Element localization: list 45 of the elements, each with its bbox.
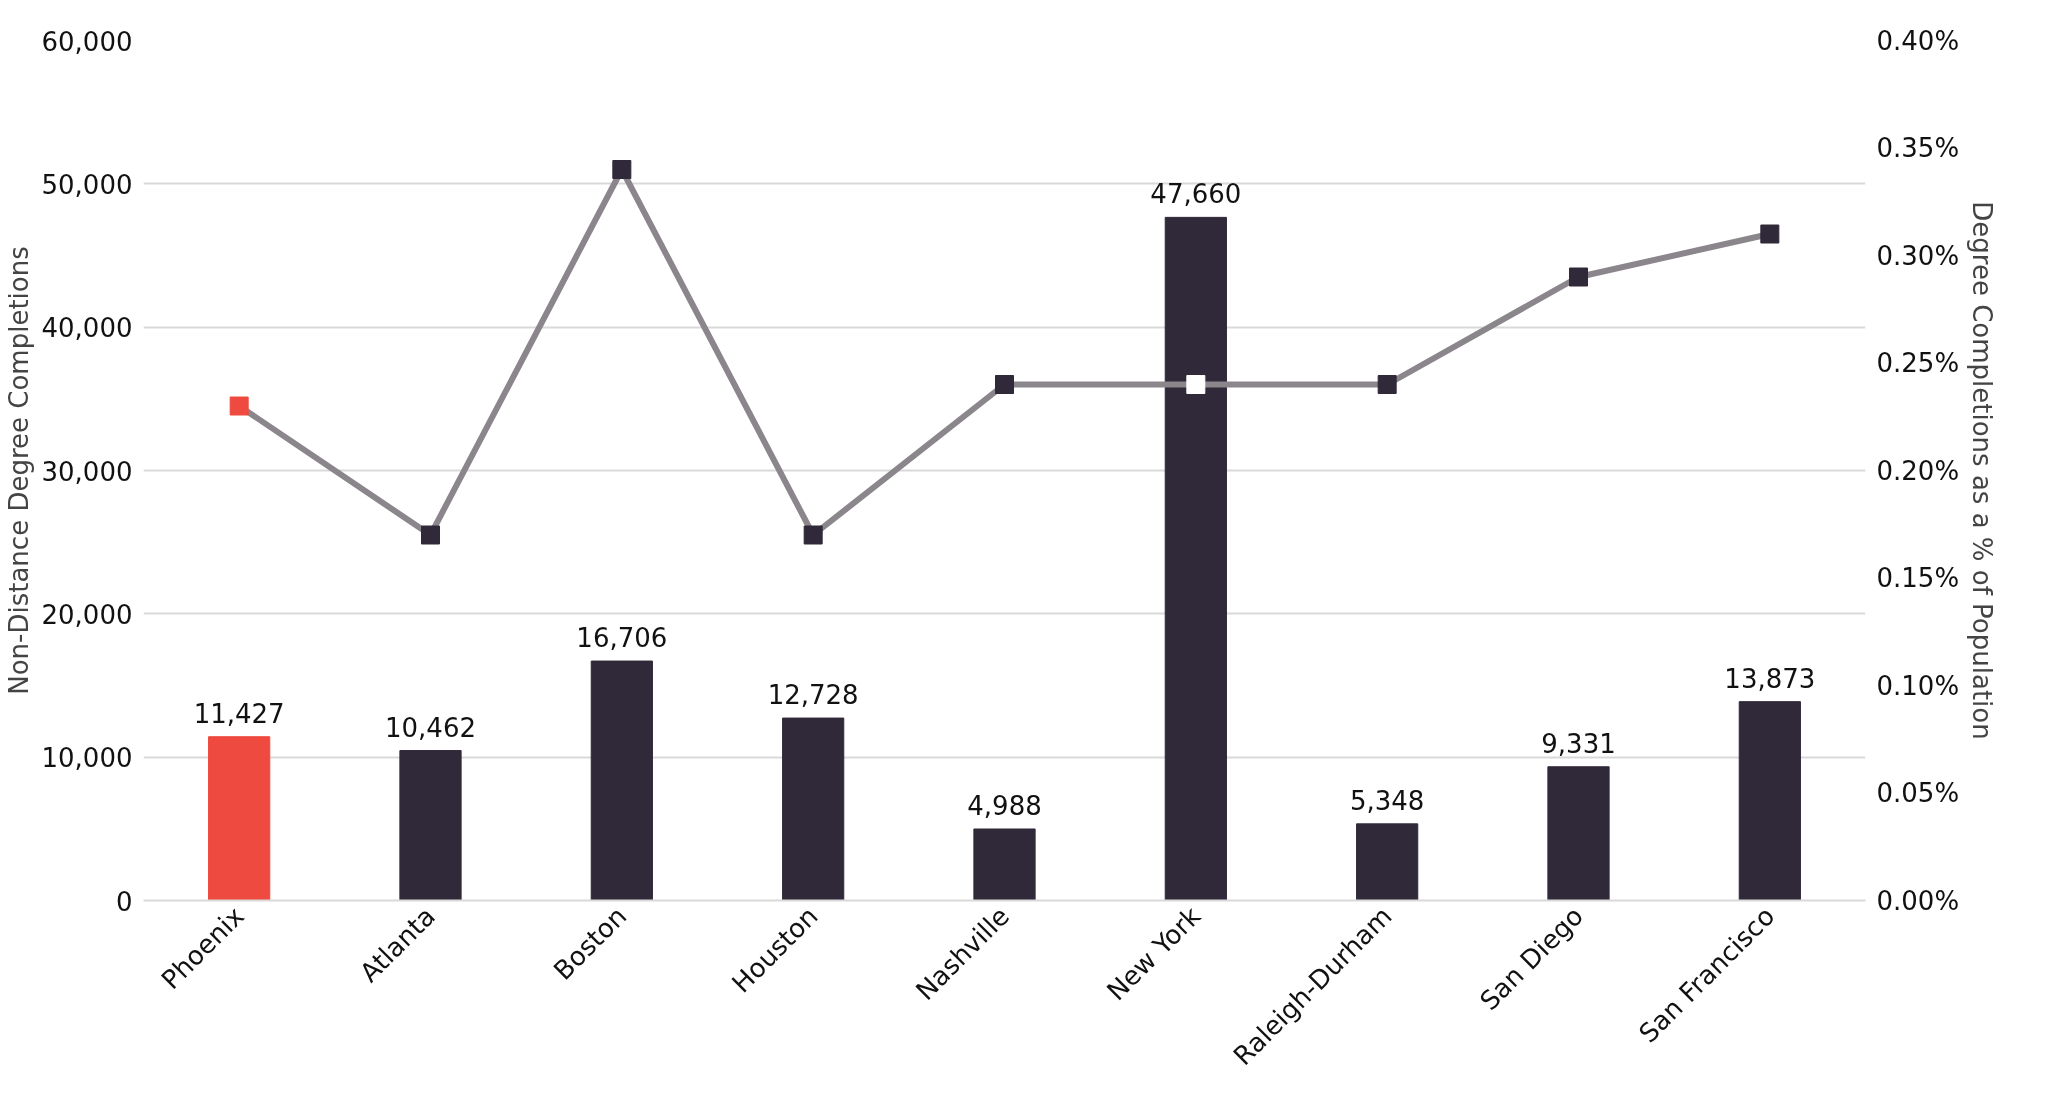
point [612, 160, 632, 179]
y2-tick-label: 0.35% [1876, 133, 1960, 163]
y2-tick-label: 0.05% [1876, 778, 1960, 808]
bar [208, 736, 271, 901]
y2-tick-label: 0.30% [1876, 240, 1960, 271]
y-tick-label: 0 [115, 886, 133, 917]
bar [1356, 823, 1419, 901]
point [995, 375, 1014, 394]
bar [973, 828, 1036, 901]
y2-tick-label: 0.15% [1876, 563, 1960, 593]
data-label: 11,427 [193, 698, 285, 729]
y-tick-label: 60,000 [41, 26, 133, 57]
point [421, 525, 440, 545]
data-label: 4,988 [967, 791, 1042, 822]
bar [1547, 766, 1610, 901]
y-tick-label: 30,000 [41, 456, 133, 487]
bar [1164, 216, 1227, 901]
y2-tick-label: 0.20% [1876, 455, 1960, 486]
bar [782, 717, 845, 901]
data-label: 10,462 [385, 712, 476, 743]
data-label: 47,660 [1150, 179, 1242, 210]
y-tick-label: 20,000 [41, 599, 133, 630]
data-label: 9,331 [1541, 728, 1616, 759]
y-tick-label: 40,000 [41, 313, 133, 344]
bar [1738, 701, 1801, 901]
y2-tick-label: 0.00% [1876, 885, 1960, 916]
y2-tick-label: 0.10% [1876, 670, 1960, 701]
y-tick-label: 10,000 [41, 743, 133, 774]
bar [399, 750, 462, 901]
data-label: 12,728 [767, 680, 859, 711]
data-label: 16,706 [576, 623, 668, 654]
point [1760, 224, 1780, 244]
data-label: 13,873 [1724, 663, 1816, 694]
point [229, 396, 249, 416]
y-tick-label: 50,000 [41, 169, 133, 200]
y2-tick-label: 0.40% [1876, 25, 1960, 56]
point [803, 525, 823, 545]
bar [590, 660, 653, 901]
y2-tick-label: 0.25% [1876, 348, 1960, 378]
y2-axis-title: Degree Completions as a % of Population [1967, 201, 1998, 740]
point [1569, 267, 1588, 287]
data-label: 5,348 [1349, 785, 1425, 816]
point [1377, 375, 1397, 394]
y-axis-title: Non-Distance Degree Completions [3, 246, 34, 695]
point [1186, 375, 1206, 394]
